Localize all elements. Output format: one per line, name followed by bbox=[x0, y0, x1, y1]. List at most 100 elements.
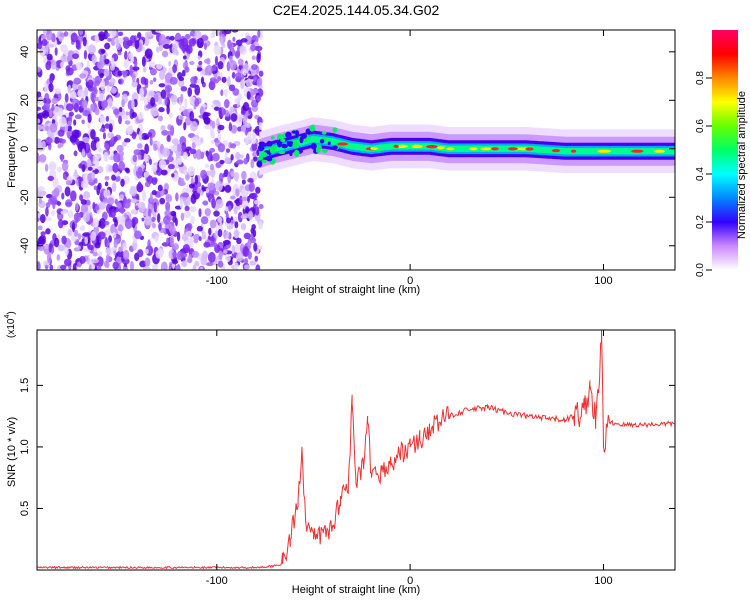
heatmap-cell bbox=[148, 158, 153, 165]
heatmap-cell bbox=[396, 144, 408, 148]
heatmap-cell bbox=[208, 227, 212, 236]
heatmap-cell bbox=[45, 43, 49, 54]
heatmap-cell bbox=[247, 131, 252, 140]
heatmap-cell bbox=[223, 30, 232, 35]
heatmap-cell bbox=[200, 216, 209, 225]
heatmap-cell bbox=[46, 252, 52, 264]
heatmap-cell bbox=[144, 31, 153, 38]
heatmap-cell bbox=[116, 144, 124, 153]
heatmap-cell bbox=[92, 252, 98, 257]
heatmap-cell bbox=[271, 135, 275, 140]
heatmap-cell bbox=[166, 237, 170, 245]
heatmap-cell bbox=[74, 114, 82, 120]
heatmap-cell bbox=[236, 237, 242, 245]
heatmap-cell bbox=[37, 186, 45, 192]
heatmap-cell bbox=[152, 111, 159, 116]
heatmap-cell bbox=[112, 232, 117, 239]
heatmap-cell bbox=[104, 181, 109, 187]
heatmap-cell bbox=[118, 78, 122, 85]
heatmap-cell bbox=[186, 257, 193, 263]
heatmap-cell bbox=[236, 154, 244, 159]
heatmap-cell bbox=[121, 141, 127, 147]
heatmap-cell bbox=[99, 72, 104, 79]
heatmap-cell bbox=[184, 33, 191, 40]
heatmap-cell bbox=[114, 198, 119, 205]
heatmap-cell bbox=[246, 91, 251, 100]
heatmap-cell bbox=[246, 195, 250, 203]
heatmap-cell bbox=[60, 210, 67, 215]
heatmap-cell bbox=[121, 114, 129, 120]
heatmap-cell bbox=[40, 231, 46, 236]
heatmap-cell bbox=[244, 122, 252, 128]
heatmap-cell bbox=[74, 229, 79, 237]
heatmap-cell bbox=[137, 112, 144, 120]
heatmap-cell bbox=[231, 71, 236, 79]
heatmap-cell bbox=[88, 264, 92, 270]
heatmap-cell bbox=[97, 182, 102, 190]
heatmap-cell bbox=[51, 97, 58, 105]
heatmap-cell bbox=[152, 223, 156, 229]
heatmap-cell bbox=[97, 264, 102, 270]
heatmap-cell bbox=[248, 106, 252, 114]
heatmap-cell bbox=[131, 209, 137, 215]
svg-text:(x104): (x104) bbox=[4, 311, 17, 338]
heatmap-cell bbox=[177, 143, 182, 152]
heatmap-cell bbox=[250, 158, 255, 169]
heatmap-cell bbox=[232, 187, 236, 198]
heatmap-cell bbox=[319, 138, 325, 144]
y-tick-label: 0 bbox=[19, 146, 31, 152]
heatmap-cell bbox=[143, 171, 150, 178]
heatmap-cell bbox=[113, 152, 121, 163]
heatmap-cell bbox=[570, 149, 577, 153]
heatmap-cell bbox=[103, 151, 109, 162]
heatmap-cell bbox=[113, 108, 120, 116]
heatmap-cell bbox=[598, 149, 611, 153]
heatmap-cell bbox=[96, 256, 104, 267]
heatmap-cell bbox=[44, 83, 49, 93]
heatmap-cell bbox=[370, 146, 379, 151]
heatmap-cell bbox=[141, 56, 146, 67]
heatmap-cell bbox=[160, 169, 168, 176]
heatmap-cell bbox=[72, 263, 77, 270]
heatmap-cell bbox=[49, 74, 54, 85]
heatmap-cell bbox=[147, 132, 153, 138]
heatmap-cell bbox=[62, 173, 67, 180]
heatmap-cell bbox=[230, 170, 235, 177]
heatmap-cell bbox=[166, 134, 171, 142]
heatmap-cell bbox=[143, 135, 150, 140]
heatmap-cell bbox=[240, 223, 247, 231]
heatmap-cell bbox=[178, 76, 185, 82]
heatmap-cell bbox=[122, 38, 131, 50]
heatmap-cell bbox=[131, 66, 140, 71]
heatmap-cell bbox=[143, 152, 149, 163]
heatmap-cell bbox=[78, 163, 83, 169]
heatmap-cell bbox=[483, 147, 491, 151]
heatmap-cell bbox=[155, 46, 160, 53]
heatmap-cell bbox=[251, 136, 257, 145]
heatmap-cell bbox=[82, 232, 91, 237]
heatmap-cell bbox=[112, 162, 119, 173]
heatmap-cell bbox=[256, 149, 260, 156]
heatmap-cell bbox=[122, 266, 129, 270]
heatmap-cell bbox=[37, 225, 43, 231]
heatmap-cell bbox=[137, 181, 142, 192]
heatmap-cell bbox=[144, 181, 151, 188]
heatmap-cell bbox=[206, 57, 211, 65]
heatmap-cell bbox=[228, 122, 233, 132]
heatmap-cell bbox=[47, 43, 55, 48]
heatmap-cell bbox=[239, 45, 247, 55]
heatmap-cell bbox=[332, 145, 338, 150]
heatmap-cell bbox=[96, 61, 104, 70]
heatmap-cell bbox=[256, 78, 262, 87]
heatmap-cell bbox=[81, 99, 89, 107]
heatmap-cell bbox=[109, 156, 114, 161]
heatmap-cell bbox=[213, 106, 220, 111]
heatmap-cell bbox=[185, 230, 193, 237]
heatmap-cell bbox=[170, 125, 175, 136]
heatmap-cell bbox=[39, 214, 46, 224]
heatmap-cell bbox=[182, 151, 188, 160]
heatmap-cell bbox=[90, 129, 96, 140]
heatmap-cell bbox=[199, 105, 205, 116]
heatmap-cell bbox=[218, 172, 224, 182]
heatmap-cell bbox=[79, 73, 87, 79]
